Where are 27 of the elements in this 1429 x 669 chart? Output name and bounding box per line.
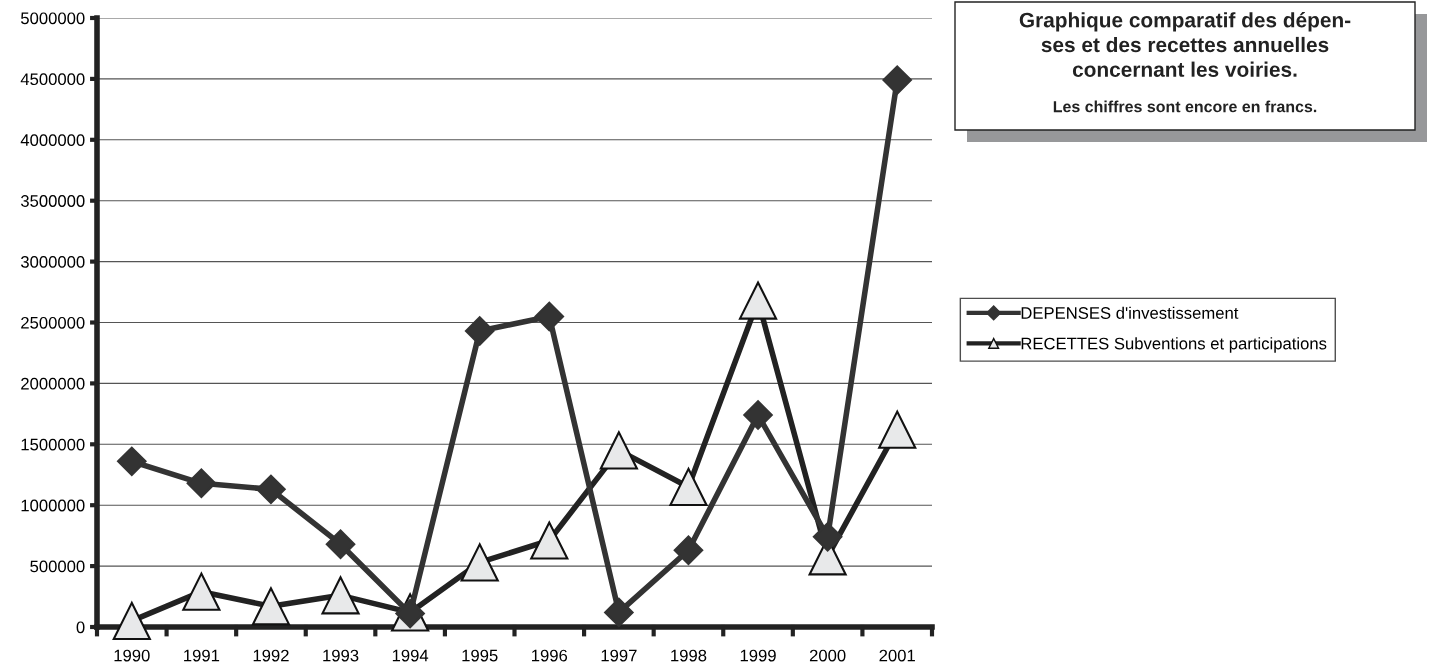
x-tick-label: 1999 (740, 649, 776, 662)
y-tick-label: 1000000 (21, 499, 85, 512)
legend-label: RECETTES Subventions et participations (1021, 337, 1327, 353)
x-tick-label: 1998 (671, 649, 707, 662)
x-tick-label: 2001 (879, 649, 915, 662)
x-tick-label: 1992 (253, 649, 289, 662)
y-tick-label: 5000000 (20, 12, 85, 25)
y-tick-label: 1500000 (21, 438, 85, 451)
x-tick-label: 2000 (809, 649, 846, 662)
x-tick-label: 1996 (532, 649, 568, 662)
x-tick-label: 1993 (323, 649, 359, 662)
y-tick-label: 500000 (30, 560, 85, 573)
x-tick-label: 1990 (114, 649, 150, 662)
x-tick-label: 1994 (392, 649, 429, 662)
y-tick-label: 4000000 (20, 134, 85, 146)
x-tick-label: 1997 (601, 649, 637, 662)
y-tick-label: 2000000 (21, 377, 85, 390)
legend-label: DEPENSES d'investissement (1021, 306, 1239, 319)
y-tick-label: 4500000 (20, 73, 85, 86)
x-tick-label: 1995 (462, 649, 498, 662)
y-tick-label: 0 (76, 621, 85, 634)
y-tick-label: 2500000 (21, 316, 85, 329)
y-tick-label: 3500000 (20, 195, 85, 207)
text: Graphique comparatif des dépen- ses et des recettes annuelles concernant les voiries. (1019, 12, 1351, 77)
x-tick-label: 1991 (184, 649, 220, 662)
text: Les chiffres sont encore en francs. (1053, 100, 1317, 113)
y-tick-label: 3000000 (20, 256, 85, 268)
